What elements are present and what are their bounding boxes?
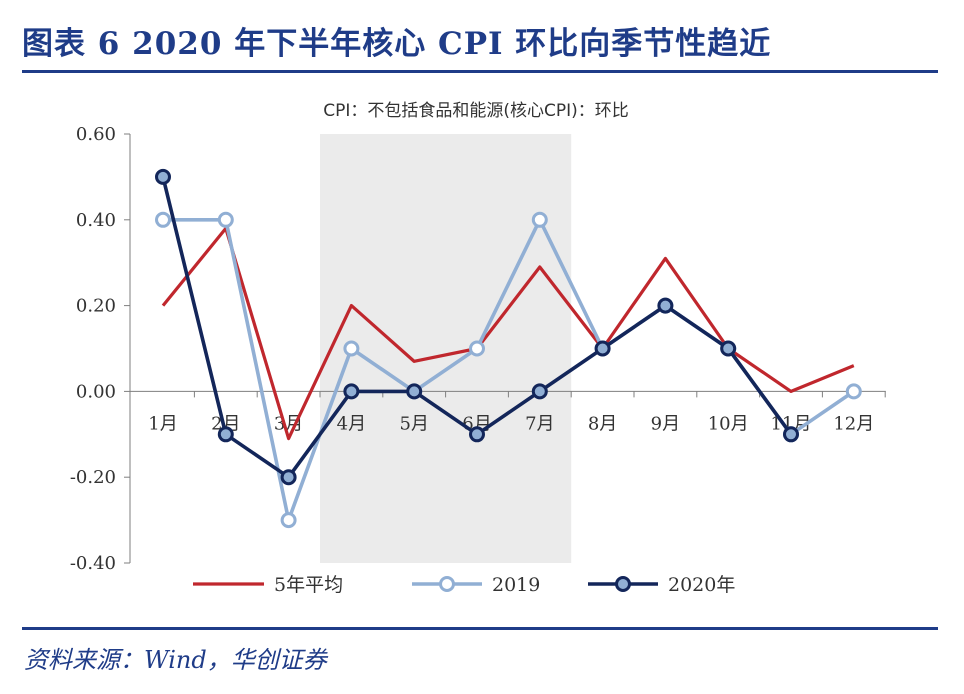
series-1-point xyxy=(343,340,360,357)
y-tick-label: 0.40 xyxy=(76,210,116,231)
source-rule xyxy=(22,627,938,630)
series-1-point xyxy=(217,211,234,228)
series-1-point xyxy=(155,211,171,228)
figure-title: 图表 6 2020 年下半年核心 CPI 环比向季节性趋近 xyxy=(22,26,772,62)
x-tick-label: 9月 xyxy=(651,413,680,434)
series-1-point xyxy=(469,340,485,357)
legend-swatch-marker xyxy=(615,576,631,592)
chart-title: CPI：不包括食品和能源(核心CPI)：环比 xyxy=(323,101,629,121)
series-2-point xyxy=(469,426,485,443)
x-tick-label: 2月 xyxy=(211,413,240,434)
y-tick-label: 0.20 xyxy=(76,296,116,317)
series-2-point xyxy=(217,426,234,443)
y-tick-label: -0.40 xyxy=(70,553,116,574)
x-tick-label: 8月 xyxy=(588,413,617,434)
series-2-point xyxy=(343,383,360,400)
series-2-point xyxy=(783,426,799,443)
legend-label: 5年平均 xyxy=(274,574,343,596)
highlight-band xyxy=(320,134,572,563)
series-2-point xyxy=(280,469,297,486)
legend-label: 2019 xyxy=(492,574,540,596)
x-tick-label: 10月 xyxy=(708,413,749,434)
title-rule xyxy=(22,70,938,73)
series-1-point xyxy=(845,383,862,400)
series-1-point xyxy=(531,211,548,228)
series-2-point xyxy=(531,383,548,400)
x-tick-label: 4月 xyxy=(337,413,366,434)
x-tick-label: 5月 xyxy=(399,413,428,434)
legend-swatch-marker xyxy=(439,576,455,592)
x-tick-label: 1月 xyxy=(148,413,177,434)
series-line-0 xyxy=(161,226,855,441)
x-tick-label: 12月 xyxy=(833,413,874,434)
series-2-point xyxy=(720,340,737,357)
x-tick-label: 7月 xyxy=(525,413,554,434)
series-2-point xyxy=(155,168,171,185)
source-note: 资料来源：Wind，华创证券 xyxy=(24,646,327,674)
y-tick-label: 0.60 xyxy=(76,124,116,145)
y-tick-label: 0.00 xyxy=(76,381,116,402)
series-2-point xyxy=(406,383,423,400)
series-2-point xyxy=(594,340,611,357)
series-2-point xyxy=(657,297,674,314)
legend-label: 2020年 xyxy=(668,574,735,596)
y-tick-label: -0.20 xyxy=(70,467,116,488)
series-1-point xyxy=(280,512,297,529)
